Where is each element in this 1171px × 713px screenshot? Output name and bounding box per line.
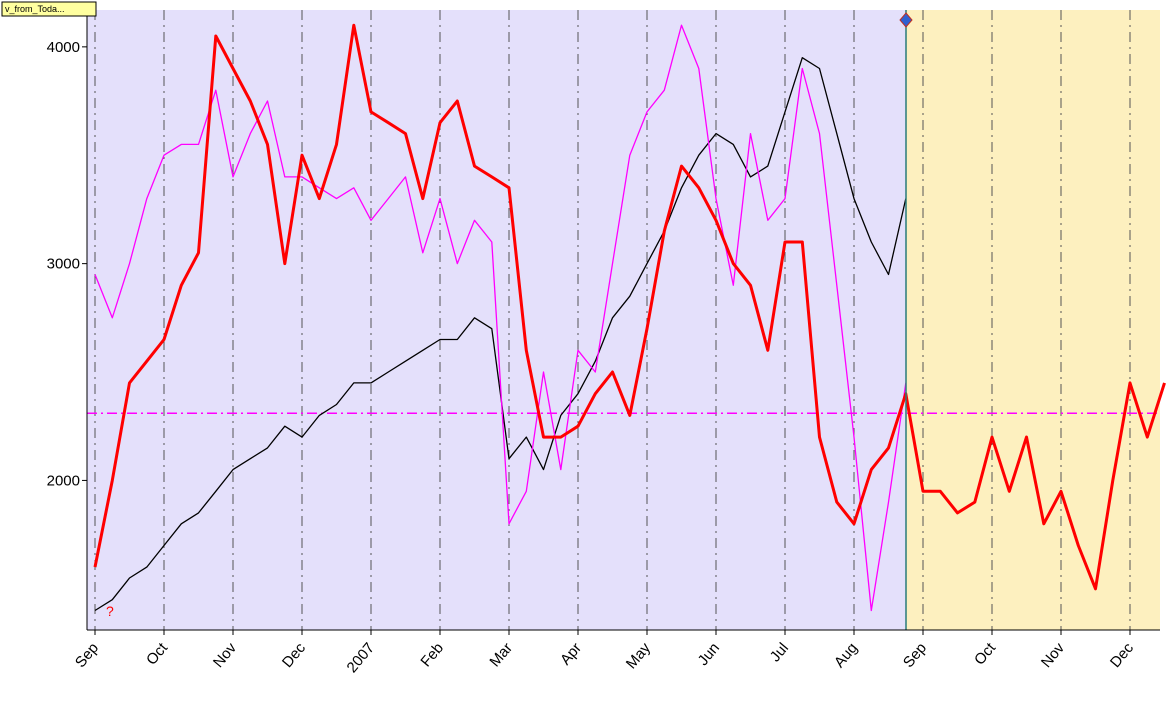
forecast-region — [906, 10, 1160, 630]
x-tick-label: Aug — [831, 640, 861, 671]
y-tick-label: 3000 — [47, 256, 80, 273]
marker-label: ? — [106, 603, 114, 619]
x-tick-label: Sep — [72, 640, 102, 671]
lines — [87, 23, 1166, 612]
series-line — [94, 24, 907, 612]
x-tick-label: Dec — [1107, 639, 1137, 671]
x-tick-label: Dec — [279, 639, 309, 671]
y-tick-label: 4000 — [47, 39, 80, 56]
x-tick-label: 2007 — [344, 640, 378, 676]
x-tick-label: Nov — [1038, 639, 1068, 671]
x-tick-label: Nov — [210, 639, 240, 671]
annotation-box — [1, 1, 97, 17]
x-tick-label: Apr — [557, 640, 585, 669]
series-line — [94, 57, 907, 612]
x-tick-label: May — [623, 639, 655, 672]
x-tick-label: Oct — [971, 639, 1000, 668]
x-tick-label: Jun — [694, 640, 723, 669]
x-tick-label: Jul — [767, 640, 792, 666]
x-tick-label: Feb — [417, 640, 447, 671]
x-tick-label: Sep — [900, 640, 930, 671]
series-line — [93, 23, 1166, 591]
x-tick-label: Mar — [486, 640, 516, 671]
y-tick-label: 2000 — [47, 472, 80, 489]
x-tick-label: Oct — [143, 639, 172, 668]
cursor-handle[interactable] — [899, 12, 913, 28]
annotation: v_from_Toda... — [5, 4, 65, 14]
